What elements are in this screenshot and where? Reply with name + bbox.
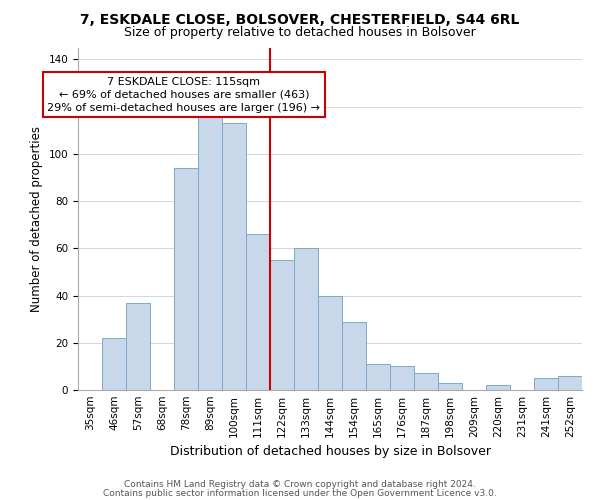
- X-axis label: Distribution of detached houses by size in Bolsover: Distribution of detached houses by size …: [170, 446, 491, 458]
- Bar: [534, 378, 558, 390]
- Bar: [246, 234, 270, 390]
- Bar: [174, 168, 198, 390]
- Bar: [222, 123, 246, 390]
- Y-axis label: Number of detached properties: Number of detached properties: [30, 126, 43, 312]
- Text: 7 ESKDALE CLOSE: 115sqm
← 69% of detached houses are smaller (463)
29% of semi-d: 7 ESKDALE CLOSE: 115sqm ← 69% of detache…: [47, 76, 320, 113]
- Text: 7, ESKDALE CLOSE, BOLSOVER, CHESTERFIELD, S44 6RL: 7, ESKDALE CLOSE, BOLSOVER, CHESTERFIELD…: [80, 12, 520, 26]
- Bar: [438, 383, 462, 390]
- Bar: [486, 386, 510, 390]
- Bar: [558, 376, 582, 390]
- Text: Contains public sector information licensed under the Open Government Licence v3: Contains public sector information licen…: [103, 489, 497, 498]
- Bar: [318, 296, 342, 390]
- Bar: [366, 364, 390, 390]
- Bar: [126, 302, 150, 390]
- Bar: [102, 338, 126, 390]
- Bar: [294, 248, 318, 390]
- Bar: [390, 366, 414, 390]
- Bar: [198, 112, 222, 390]
- Bar: [414, 374, 438, 390]
- Text: Size of property relative to detached houses in Bolsover: Size of property relative to detached ho…: [124, 26, 476, 39]
- Bar: [342, 322, 366, 390]
- Bar: [270, 260, 294, 390]
- Text: Contains HM Land Registry data © Crown copyright and database right 2024.: Contains HM Land Registry data © Crown c…: [124, 480, 476, 489]
